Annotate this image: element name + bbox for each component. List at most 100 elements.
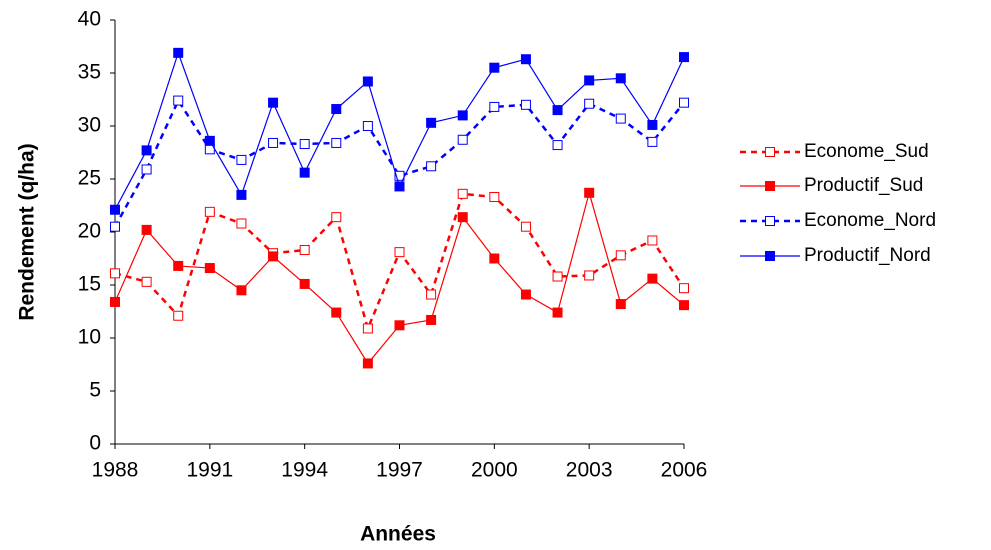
data-point xyxy=(331,212,342,223)
y-tick-label: 25 xyxy=(78,167,101,190)
data-point xyxy=(141,164,152,175)
legend-label: Productif_Sud xyxy=(804,175,923,196)
data-point xyxy=(552,307,563,318)
data-point xyxy=(426,314,437,325)
data-point xyxy=(331,104,342,115)
data-point xyxy=(584,98,595,109)
data-point xyxy=(520,221,531,232)
data-point xyxy=(394,320,405,331)
data-point xyxy=(268,137,279,148)
data-point xyxy=(141,145,152,156)
y-tick-label: 10 xyxy=(78,326,101,349)
data-point xyxy=(331,307,342,318)
data-point xyxy=(520,54,531,65)
data-point xyxy=(236,218,247,229)
data-point xyxy=(204,263,215,274)
data-point xyxy=(647,119,658,130)
data-point xyxy=(615,73,626,84)
data-point xyxy=(489,62,500,73)
x-tick-label: 1994 xyxy=(281,459,328,482)
data-point xyxy=(362,323,373,334)
data-point xyxy=(426,161,437,172)
series-line xyxy=(114,192,686,333)
data-point xyxy=(552,105,563,116)
data-point xyxy=(268,251,279,262)
y-tick-label: 0 xyxy=(89,432,101,455)
legend-marker xyxy=(765,147,775,157)
data-point xyxy=(204,135,215,146)
data-point xyxy=(394,170,405,181)
data-point xyxy=(394,247,405,258)
series-line xyxy=(114,190,685,365)
series-line xyxy=(113,97,685,228)
data-point xyxy=(299,139,310,150)
data-point xyxy=(679,300,689,311)
x-tick-label: 2000 xyxy=(471,459,518,482)
data-point xyxy=(457,110,468,121)
data-point xyxy=(236,285,247,296)
data-point xyxy=(299,167,310,178)
data-point xyxy=(236,154,247,165)
x-axis-title: Années xyxy=(360,523,436,546)
data-point xyxy=(457,134,468,145)
data-point xyxy=(394,181,405,192)
data-point xyxy=(615,113,626,124)
data-point xyxy=(489,253,500,264)
data-point xyxy=(426,117,437,128)
data-point xyxy=(173,310,184,321)
data-point xyxy=(204,206,215,217)
data-point xyxy=(679,97,689,108)
data-point xyxy=(584,187,595,198)
x-tick-label: 2003 xyxy=(566,459,613,482)
x-tick-label: 1991 xyxy=(186,459,233,482)
data-point xyxy=(299,245,310,256)
data-point xyxy=(173,260,184,271)
data-point xyxy=(520,289,531,300)
legend-marker xyxy=(765,181,775,191)
data-point xyxy=(331,137,342,148)
data-point xyxy=(299,278,310,289)
data-point xyxy=(110,221,120,232)
data-point xyxy=(457,212,468,223)
data-point xyxy=(173,47,184,58)
legend-label: Productif_Nord xyxy=(804,245,931,266)
data-point xyxy=(362,358,373,369)
data-point xyxy=(679,283,689,294)
y-axis-title: Rendement (q/ha) xyxy=(16,143,39,320)
legend-marker xyxy=(765,251,775,261)
data-point xyxy=(362,121,373,131)
data-point xyxy=(173,95,184,106)
data-point xyxy=(110,204,120,215)
y-tick-label: 5 xyxy=(89,379,101,402)
data-point xyxy=(457,188,468,199)
legend-label: Econome_Nord xyxy=(804,210,936,231)
data-point xyxy=(362,76,373,87)
data-point xyxy=(426,289,437,300)
y-tick-label: 35 xyxy=(78,61,101,84)
data-point xyxy=(489,192,500,203)
data-point xyxy=(141,276,152,287)
y-tick-label: 15 xyxy=(78,273,101,296)
x-tick-label: 1997 xyxy=(376,459,423,482)
data-point xyxy=(615,250,626,261)
data-point xyxy=(584,270,595,281)
x-tick-label: 2006 xyxy=(661,459,708,482)
data-point xyxy=(236,189,247,200)
y-tick-label: 30 xyxy=(78,114,101,137)
data-point xyxy=(552,140,563,151)
legend-marker xyxy=(765,216,775,226)
data-point xyxy=(520,99,531,110)
y-tick-label: 20 xyxy=(78,220,101,243)
data-point xyxy=(584,75,595,86)
data-point xyxy=(141,224,152,235)
data-point xyxy=(110,268,120,279)
data-point xyxy=(647,273,658,284)
data-point xyxy=(647,235,658,246)
data-point xyxy=(268,97,279,108)
data-point xyxy=(489,101,500,112)
y-tick-label: 40 xyxy=(78,8,101,31)
data-point xyxy=(647,136,658,147)
data-point xyxy=(615,299,626,310)
data-point xyxy=(679,52,689,63)
